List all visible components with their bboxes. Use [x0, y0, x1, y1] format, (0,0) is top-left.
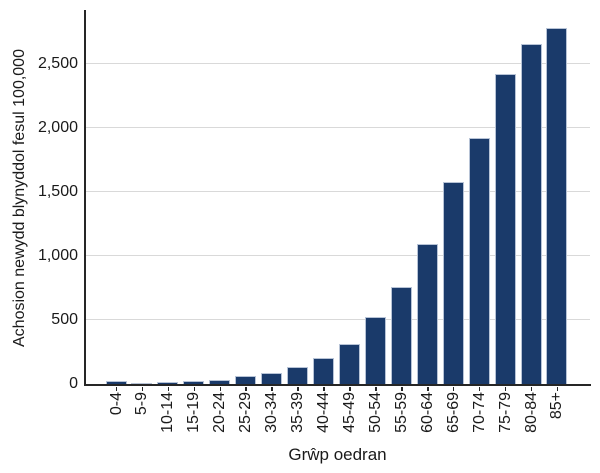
x-tick-label: 70-74	[470, 392, 488, 433]
bar-10-14	[157, 382, 179, 384]
x-tick-label: 25-29	[237, 392, 255, 433]
bar-55-59	[390, 286, 412, 384]
x-tick-label: 20-24	[211, 392, 229, 433]
x-tick	[530, 386, 533, 391]
x-axis-title: Grŵp oedran	[288, 445, 387, 464]
y-tick-label: 1,500	[37, 182, 78, 200]
bar-65-69	[442, 182, 464, 384]
x-tick	[323, 386, 325, 391]
bar-30-34	[261, 373, 283, 384]
x-tick	[167, 386, 170, 391]
bar-15-19	[183, 381, 205, 384]
x-tick-label: 55-59	[392, 392, 410, 433]
gridline	[86, 63, 590, 65]
bar-40-44	[313, 358, 335, 384]
y-tick-label: 2,000	[37, 118, 78, 136]
y-tick-label: 0	[69, 375, 78, 392]
x-tick-label: 0-4	[107, 392, 125, 416]
x-tick	[478, 386, 481, 391]
x-tick	[349, 386, 351, 391]
x-tick	[115, 386, 118, 391]
x-tick	[427, 386, 429, 391]
gridline	[86, 319, 590, 321]
x-tick-label: 35-39	[289, 392, 307, 433]
y-tick-label: 500	[51, 310, 78, 328]
x-tick	[219, 386, 221, 391]
x-tick-label: 65-69	[444, 392, 462, 433]
y-tick-label: 1,000	[37, 246, 78, 264]
x-tick	[556, 386, 559, 391]
x-tick	[141, 386, 144, 391]
x-tick-label: 15-19	[185, 392, 203, 433]
x-tick-label: 45-49	[340, 392, 358, 433]
gridline	[86, 127, 590, 129]
x-tick-label: 10-14	[159, 392, 177, 433]
bar-80-84	[520, 44, 542, 384]
bar-60-64	[416, 244, 438, 384]
bar-35-39	[287, 366, 309, 384]
x-tick	[245, 386, 247, 391]
bar-75-79	[494, 73, 516, 384]
x-tick-label: 80-84	[522, 392, 540, 433]
x-tick	[401, 386, 403, 391]
plot-area	[84, 10, 591, 386]
bar-85+	[546, 27, 568, 384]
bar-25-29	[235, 376, 257, 384]
x-tick	[297, 386, 299, 391]
bar-50-54	[364, 317, 386, 384]
x-tick-label: 60-64	[418, 392, 436, 433]
x-tick-label: 5-9	[133, 392, 151, 416]
x-tick-label: 50-54	[366, 392, 384, 433]
gridline	[86, 255, 590, 257]
gridline	[86, 191, 590, 193]
bar-20-24	[209, 380, 231, 384]
y-tick-label: 2,500	[37, 54, 78, 72]
x-tick-label: 40-44	[315, 392, 333, 433]
x-tick	[193, 386, 196, 391]
x-tick-label: 30-34	[263, 392, 281, 433]
x-tick	[452, 386, 455, 391]
x-tick	[375, 386, 377, 391]
x-tick-label: 75-79	[496, 392, 514, 433]
x-tick-label: 85+	[548, 392, 566, 420]
bar-70-74	[468, 138, 490, 384]
bar-5-9	[131, 382, 153, 384]
bar-0-4	[105, 380, 127, 384]
x-tick	[504, 386, 507, 391]
x-tick	[271, 386, 273, 391]
bar-45-49	[338, 344, 360, 384]
